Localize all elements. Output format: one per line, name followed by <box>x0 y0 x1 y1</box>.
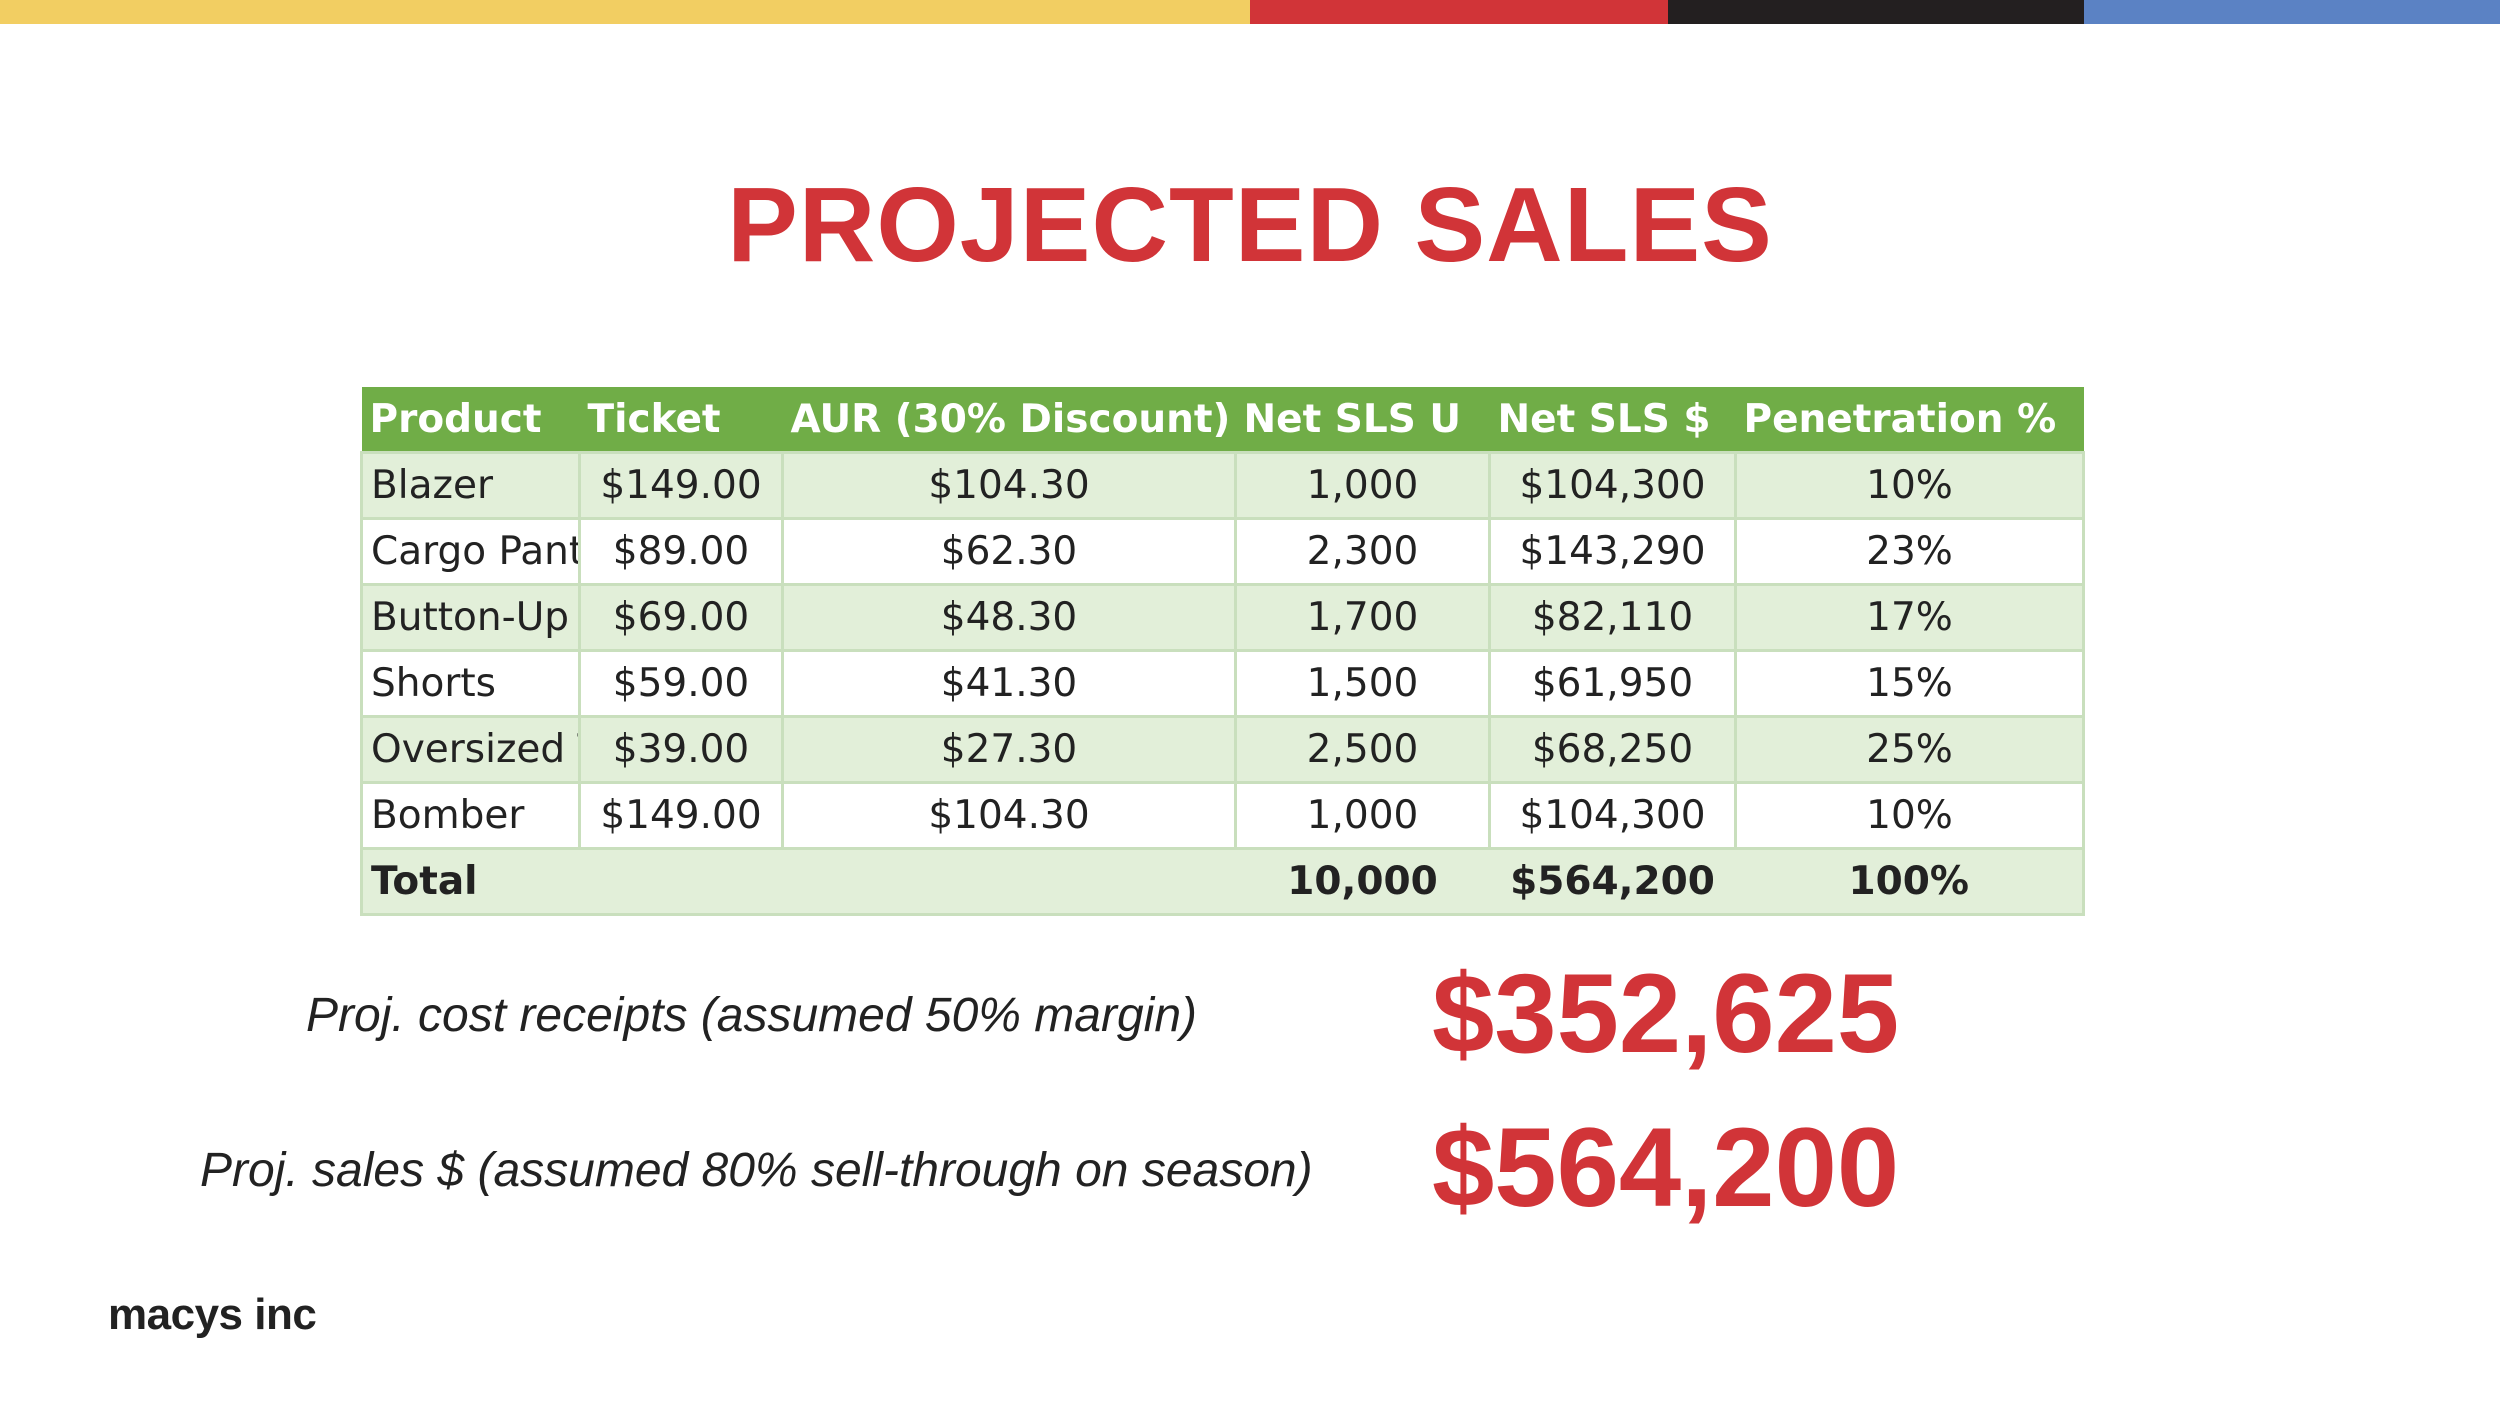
slide-title: PROJECTED SALES <box>727 166 1773 284</box>
cell-product: Blazer <box>360 451 581 520</box>
cell-penetration: 25% <box>1734 715 2085 784</box>
cell-aur: $27.30 <box>781 715 1237 784</box>
cell-ticket: $59.00 <box>578 649 784 718</box>
table-row: Shorts $59.00 $41.30 1,500 $61,950 15% <box>360 649 2085 718</box>
header-aur: AUR (30% Discount) <box>782 387 1236 453</box>
cell-net-sls-dollars: $61,950 <box>1488 649 1737 718</box>
top-bar-blue-segment <box>2084 0 2500 24</box>
cell-aur: $41.30 <box>781 649 1237 718</box>
cell-penetration: 23% <box>1734 517 2085 586</box>
cell-total-penetration: 100% <box>1735 847 2085 916</box>
cell-aur: $104.30 <box>781 451 1237 520</box>
cell-product: Bomber <box>360 781 581 850</box>
cell-penetration: 10% <box>1734 781 2085 850</box>
header-penetration: Penetration % <box>1735 387 2084 453</box>
header-product: Product <box>361 387 580 453</box>
cell-ticket: $149.00 <box>578 451 784 520</box>
cell-net-sls-u: 2,300 <box>1234 517 1491 586</box>
cost-receipts-label: Proj. cost receipts (assumed 50% margin) <box>306 989 1197 1042</box>
cell-net-sls-u: 1,500 <box>1234 649 1491 718</box>
cell-total-aur <box>782 847 1236 916</box>
cell-product: Shorts <box>360 649 581 718</box>
cell-net-sls-dollars: $143,290 <box>1488 517 1737 586</box>
sales-table: Product Ticket AUR (30% Discount) Net SL… <box>360 387 2085 916</box>
cell-total-ticket <box>579 847 783 916</box>
table-header-row: Product Ticket AUR (30% Discount) Net SL… <box>361 387 2084 453</box>
table-row: Blazer $149.00 $104.30 1,000 $104,300 10… <box>360 451 2085 520</box>
projected-sales-label: Proj. sales $ (assumed 80% sell-through … <box>200 1144 1313 1197</box>
top-color-bar <box>0 0 2500 24</box>
cell-net-sls-dollars: $104,300 <box>1488 781 1737 850</box>
cell-total-net-sls-u: 10,000 <box>1235 847 1490 916</box>
top-bar-black-segment <box>1668 0 2084 24</box>
cell-ticket: $149.00 <box>578 781 784 850</box>
cell-penetration: 17% <box>1734 583 2085 652</box>
table-row: Bomber $149.00 $104.30 1,000 $104,300 10… <box>360 781 2085 850</box>
cell-total-label: Total <box>360 847 580 916</box>
cell-aur: $62.30 <box>781 517 1237 586</box>
cell-net-sls-u: 1,000 <box>1234 781 1491 850</box>
cell-net-sls-u: 2,500 <box>1234 715 1491 784</box>
cell-product: Button-Up <box>360 583 581 652</box>
cell-ticket: $39.00 <box>578 715 784 784</box>
table-row: Cargo Pant $89.00 $62.30 2,300 $143,290 … <box>360 517 2085 586</box>
sales-table-container: Product Ticket AUR (30% Discount) Net SL… <box>360 387 2085 916</box>
header-net-sls-u: Net SLS U <box>1235 387 1490 453</box>
projected-sales-value: $564,200 <box>1432 1105 1900 1230</box>
cell-net-sls-dollars: $104,300 <box>1488 451 1737 520</box>
cell-net-sls-u: 1,000 <box>1234 451 1491 520</box>
cell-aur: $48.30 <box>781 583 1237 652</box>
cell-product: Cargo Pant <box>360 517 581 586</box>
cell-penetration: 15% <box>1734 649 2085 718</box>
table-row: Oversized T $39.00 $27.30 2,500 $68,250 … <box>360 715 2085 784</box>
header-ticket: Ticket <box>579 387 783 453</box>
cell-ticket: $69.00 <box>578 583 784 652</box>
cell-penetration: 10% <box>1734 451 2085 520</box>
cell-total-net-sls-dollars: $564,200 <box>1489 847 1736 916</box>
cost-receipts-value: $352,625 <box>1432 951 1900 1076</box>
top-bar-red-segment <box>1250 0 1668 24</box>
macys-logo: macys inc <box>108 1290 317 1339</box>
top-bar-yellow-segment <box>0 0 1250 24</box>
cell-net-sls-u: 1,700 <box>1234 583 1491 652</box>
cell-net-sls-dollars: $68,250 <box>1488 715 1737 784</box>
cell-net-sls-dollars: $82,110 <box>1488 583 1737 652</box>
cell-product: Oversized T <box>360 715 581 784</box>
cell-aur: $104.30 <box>781 781 1237 850</box>
table-row: Button-Up $69.00 $48.30 1,700 $82,110 17… <box>360 583 2085 652</box>
cell-ticket: $89.00 <box>578 517 784 586</box>
header-net-sls-dollars: Net SLS $ <box>1489 387 1736 453</box>
table-total-row: Total 10,000 $564,200 100% <box>360 847 2085 916</box>
